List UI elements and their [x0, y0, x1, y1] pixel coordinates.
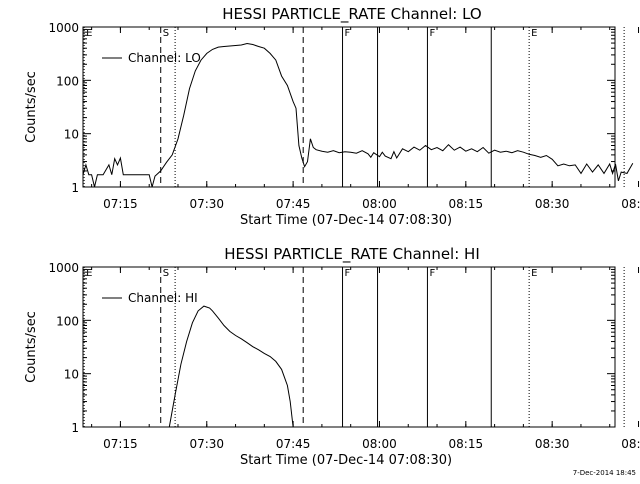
chart-title-lo: HESSI PARTICLE_RATE Channel: LO	[222, 5, 481, 24]
flag-label: S	[163, 28, 169, 39]
x-tick-label: 07:15	[103, 437, 138, 451]
x-tick-label: 08:45	[621, 197, 640, 211]
flag-label: E	[531, 28, 537, 39]
x-tick-label: 07:15	[103, 197, 138, 211]
y-tick-label: 1000	[48, 21, 79, 35]
x-tick-label: 08:30	[535, 437, 570, 451]
y-tick-label: 1	[71, 181, 79, 195]
plot-frame-lo	[82, 26, 616, 188]
panel-hi: HESSI PARTICLE_RATE Channel: HI E S F F E 07…	[24, 245, 640, 468]
y-tick-label: 100	[56, 314, 79, 328]
timestamp-stamp: 7-Dec-2014 18:45	[573, 469, 636, 477]
series-line-channel-lo	[82, 42, 634, 188]
chart-title-hi: HESSI PARTICLE_RATE Channel: HI	[224, 245, 480, 264]
flag-label: E	[531, 268, 537, 279]
flag-label: F	[345, 28, 351, 39]
flag-label: F	[345, 268, 351, 279]
y-tick-label: 100	[56, 74, 79, 88]
y-axis-ticks-lo: 1 10 100 1000	[48, 21, 615, 195]
x-tick-label: 08:30	[535, 197, 570, 211]
x-tick-label: 08:15	[449, 437, 484, 451]
x-axis-ticks-hi: 07:15 07:30 07:45 08:00 08:15 08:30 08:45	[91, 267, 640, 451]
x-tick-label: 07:30	[189, 197, 224, 211]
plot-frame-hi	[82, 266, 616, 428]
legend-label-lo: Channel: LO	[128, 51, 201, 65]
y-axis-ticks-hi: 1 10 100 1000	[48, 261, 615, 435]
legend-label-hi: Channel: HI	[128, 291, 198, 305]
x-tick-label: 07:45	[276, 197, 311, 211]
x-tick-label: 08:00	[362, 197, 397, 211]
x-axis-ticks-lo: 07:15 07:30 07:45 08:00 08:15 08:30 08:45	[91, 27, 640, 211]
flag-label: E	[86, 268, 92, 279]
y-axis-label-lo: Counts/sec	[24, 71, 39, 143]
y-axis-label-hi: Counts/sec	[24, 311, 39, 383]
panel-lo: HESSI PARTICLE_RATE Channel: LO E S F F E 07…	[24, 5, 640, 228]
y-tick-label: 1	[71, 421, 79, 435]
y-tick-label: 10	[64, 368, 79, 382]
flag-lines-lo	[83, 27, 625, 187]
x-tick-label: 08:15	[449, 197, 484, 211]
flag-label: F	[429, 268, 435, 279]
x-tick-label: 08:00	[362, 437, 397, 451]
y-tick-label: 10	[64, 128, 79, 142]
flag-label: S	[163, 268, 169, 279]
y-tick-label: 1000	[48, 261, 79, 275]
x-axis-label-hi: Start Time (07-Dec-14 07:08:30)	[240, 453, 452, 468]
flag-label: F	[429, 28, 435, 39]
flag-lines-hi	[83, 267, 625, 427]
x-tick-label: 08:45	[621, 437, 640, 451]
flag-label: E	[86, 28, 92, 39]
x-axis-label-lo: Start Time (07-Dec-14 07:08:30)	[240, 213, 452, 228]
series-line-channel-hi	[168, 305, 294, 428]
x-tick-label: 07:30	[189, 437, 224, 451]
x-tick-label: 07:45	[276, 437, 311, 451]
